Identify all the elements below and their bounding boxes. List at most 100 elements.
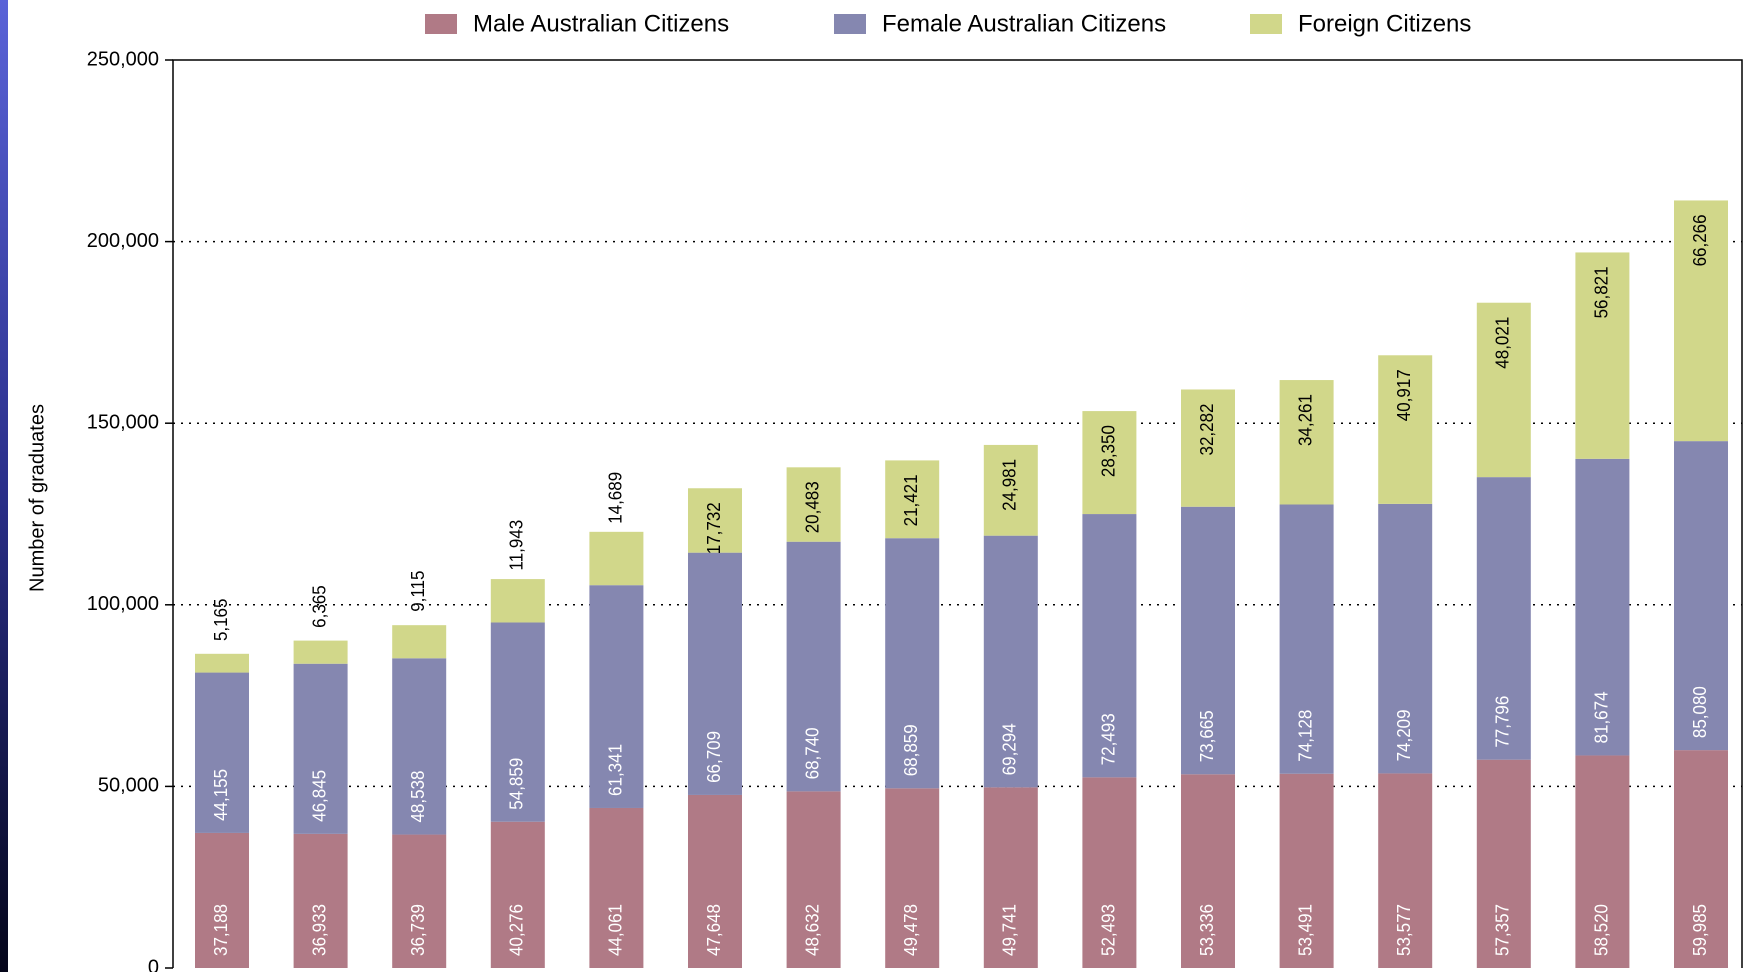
y-tick-label: 50,000	[98, 775, 159, 797]
bar-segment	[490, 821, 545, 968]
bar-segment	[1674, 750, 1728, 968]
y-tick-label: 250,000	[87, 48, 159, 70]
bar-segment	[786, 791, 841, 968]
bar-segment	[1378, 773, 1433, 968]
bar-segment	[589, 807, 644, 968]
data-label: 53,491	[1295, 904, 1316, 956]
data-label: 48,632	[802, 904, 823, 956]
data-label: 52,493	[1098, 904, 1119, 956]
slide-edge	[0, 0, 8, 972]
data-label: 59,985	[1689, 904, 1710, 956]
bar-segment	[885, 788, 940, 968]
bar-segment	[1279, 380, 1334, 505]
data-label: 36,739	[407, 904, 428, 956]
bar-segment	[1181, 506, 1235, 775]
data-label: 73,665	[1196, 710, 1217, 762]
bar-segment	[1181, 774, 1235, 968]
bar-segment	[195, 653, 249, 673]
data-label: 14,689	[605, 472, 626, 524]
bar-segment	[1181, 389, 1235, 507]
data-label: 56,821	[1591, 266, 1612, 318]
data-label: 53,336	[1196, 904, 1217, 956]
bar-segment	[589, 531, 644, 586]
data-label: 21,421	[900, 474, 921, 526]
bar-segment	[1279, 504, 1334, 774]
bar-segment	[1378, 355, 1433, 504]
y-tick-label: 0	[148, 956, 159, 972]
bar-segment	[293, 663, 348, 834]
y-tick-label: 100,000	[87, 593, 159, 615]
plot-frame	[172, 59, 1743, 968]
data-label: 9,115	[407, 570, 428, 611]
legend-swatch	[834, 14, 866, 34]
data-label: 69,294	[999, 723, 1020, 775]
data-label: 53,577	[1393, 904, 1414, 956]
data-label: 5,165	[210, 598, 231, 641]
data-label: 40,917	[1393, 369, 1414, 421]
data-label: 81,674	[1591, 691, 1612, 743]
bar-segment	[1476, 759, 1531, 968]
bar-segment	[195, 832, 249, 968]
data-label: 68,740	[802, 727, 823, 779]
bar-segment	[1082, 411, 1137, 515]
data-label: 24,981	[999, 459, 1020, 511]
bar-segment	[293, 640, 348, 664]
bar-segment	[1082, 777, 1137, 968]
data-label: 72,493	[1098, 713, 1119, 765]
data-label: 58,520	[1591, 904, 1612, 956]
data-label: 48,021	[1492, 317, 1513, 369]
data-label: 6,365	[309, 585, 330, 628]
bar-segment	[1476, 477, 1531, 760]
data-label: 17,732	[703, 502, 724, 554]
legend-swatch	[1250, 14, 1282, 34]
legend-label: Foreign Citizens	[1298, 10, 1471, 37]
bar-segment	[983, 787, 1038, 968]
y-tick-label: 200,000	[87, 230, 159, 252]
bar-segment	[195, 672, 249, 833]
bar-segment	[392, 658, 447, 835]
data-label: 11,943	[506, 520, 527, 571]
data-label: 28,350	[1098, 425, 1119, 477]
data-label: 66,709	[703, 731, 724, 783]
bar-segment	[1575, 458, 1630, 756]
bar-segment	[1575, 252, 1630, 459]
bar-segment	[1476, 302, 1531, 478]
bar-segment	[983, 444, 1038, 536]
bar-segment	[786, 541, 841, 792]
data-label: 61,341	[605, 744, 626, 796]
data-label: 46,845	[309, 770, 330, 822]
bar-segment	[1674, 441, 1728, 751]
data-label: 40,276	[506, 904, 527, 956]
data-label: 54,859	[506, 758, 527, 810]
data-label: 85,080	[1689, 686, 1710, 738]
data-label: 68,859	[900, 724, 921, 776]
bar-segment	[1378, 503, 1433, 774]
bar-segment	[392, 625, 447, 659]
bar-segment	[490, 622, 545, 822]
data-label: 34,261	[1295, 394, 1316, 446]
bar-segment	[983, 535, 1038, 788]
y-tick-label: 150,000	[87, 411, 159, 433]
bar-segment	[688, 552, 742, 795]
data-label: 44,061	[605, 904, 626, 956]
bar-segment	[786, 467, 841, 542]
bar-segment	[1575, 755, 1630, 968]
bar-segment	[490, 579, 545, 623]
data-label: 66,266	[1689, 214, 1710, 266]
data-label: 48,538	[407, 771, 428, 823]
bar-segment	[392, 834, 447, 968]
bar-segment	[293, 833, 348, 968]
data-label: 32,282	[1196, 403, 1217, 455]
legend-label: Male Australian Citizens	[473, 10, 729, 37]
data-label: 47,648	[703, 904, 724, 956]
data-label: 49,741	[999, 904, 1020, 956]
bar-segment	[885, 538, 940, 789]
bar-segment	[1082, 514, 1137, 778]
bar-segment	[688, 488, 742, 553]
data-label: 77,796	[1492, 696, 1513, 748]
bar-segment	[1279, 773, 1334, 968]
data-label: 49,478	[900, 904, 921, 956]
legend-label: Female Australian Citizens	[882, 10, 1166, 37]
